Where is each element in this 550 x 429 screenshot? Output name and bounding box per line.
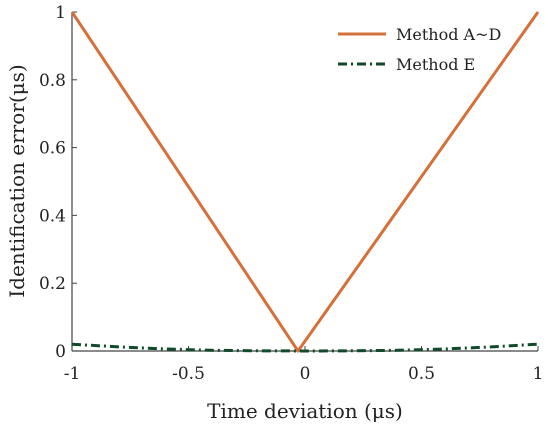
y-axis-title: Identification error(μs) <box>5 64 29 297</box>
x-tick-label: -0.5 <box>172 364 205 384</box>
x-tick-label: 0.5 <box>408 364 435 384</box>
series-line-method-a-d <box>70 11 540 353</box>
series-line-method-e <box>71 342 539 353</box>
series-layer <box>70 11 540 353</box>
legend-label-method-e: Method E <box>396 55 475 74</box>
y-axis-ticks: 0 0.2 0.4 0.6 0.8 1 <box>39 3 77 362</box>
y-tick-label: 0.8 <box>39 71 66 91</box>
legend: Method A~D Method E <box>338 25 501 74</box>
x-tick-label: 1 <box>533 364 544 384</box>
x-tick-label: 0 <box>300 364 311 384</box>
y-tick-label: 0.2 <box>39 274 66 294</box>
y-tick-label: 0 <box>55 342 66 362</box>
x-tick-label: -1 <box>64 364 81 384</box>
x-axis-ticks: -1 -0.5 0 0.5 1 <box>64 346 544 384</box>
y-tick-label: 1 <box>55 3 66 23</box>
y-tick-label: 0.4 <box>39 206 66 226</box>
y-tick-label: 0.6 <box>39 139 66 159</box>
x-axis-title: Time deviation (μs) <box>207 399 403 423</box>
legend-label-method-a-d: Method A~D <box>396 25 501 44</box>
